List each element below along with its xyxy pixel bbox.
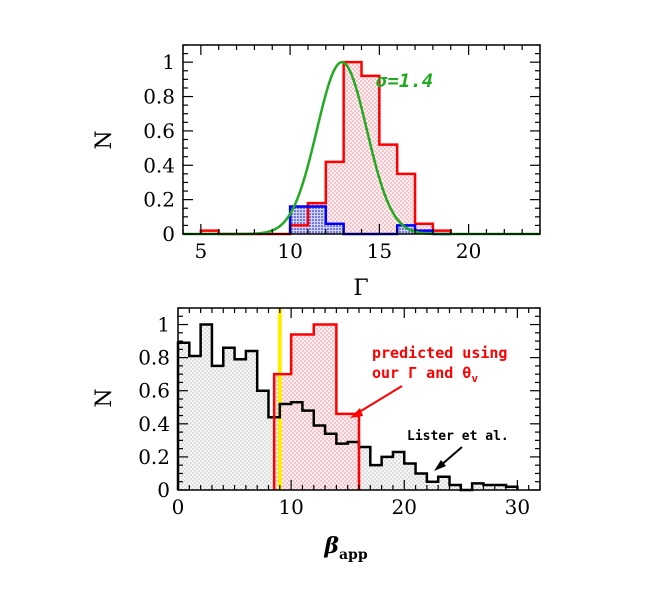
top-y-tick-label: 0.6 bbox=[143, 119, 175, 143]
bot-y-tick-label: 0.6 bbox=[138, 379, 170, 403]
predicted-arrow bbox=[350, 385, 403, 418]
bot-series0-bar bbox=[223, 347, 235, 490]
bot-series0-bar bbox=[483, 485, 495, 490]
bot-x-tick-label: 30 bbox=[505, 495, 530, 519]
top-y-tick-label: 0 bbox=[162, 222, 175, 246]
bot-series0-bar bbox=[449, 485, 461, 490]
bot-series0-bar bbox=[404, 463, 416, 490]
bottom-plot-frame bbox=[177, 307, 541, 491]
top-series0-bar bbox=[325, 161, 344, 234]
top-series0-bar bbox=[397, 173, 416, 234]
bot-x-tick-label: 10 bbox=[278, 495, 303, 519]
bot-series0-bar bbox=[257, 390, 269, 490]
lister-annotation: Lister et al. bbox=[407, 429, 509, 444]
top-series0-bar bbox=[432, 230, 451, 234]
lister-arrow bbox=[434, 446, 463, 471]
top-y-tick-label: 1 bbox=[162, 50, 175, 74]
predicted-annotation-line1: predicted using bbox=[372, 344, 507, 362]
top-series1-bar bbox=[290, 206, 308, 234]
top-x-tick-label: 15 bbox=[367, 239, 392, 263]
top-x-axis-label: Γ bbox=[353, 276, 368, 301]
bot-series0-bar bbox=[245, 351, 258, 490]
predicted-annotation-line2-text: our Γ and θ bbox=[372, 364, 471, 382]
bot-series1-step bbox=[272, 323, 361, 490]
beta-subscript: app bbox=[339, 547, 368, 563]
bot-series0-bar bbox=[392, 451, 405, 490]
bot-series0-bar bbox=[494, 485, 507, 490]
beta-symbol: β bbox=[323, 533, 339, 559]
bot-series0-bar bbox=[472, 483, 484, 490]
top-series0-bar bbox=[361, 75, 380, 234]
bot-series1-bar bbox=[291, 334, 314, 490]
predicted-annotation-line2: our Γ and θv bbox=[372, 364, 478, 385]
top-y-axis-label: N bbox=[92, 130, 117, 149]
top-x-tick-label: 20 bbox=[456, 239, 481, 263]
bot-series0-bar bbox=[381, 456, 393, 490]
bot-x-tick-label: 20 bbox=[392, 495, 417, 519]
bot-y-tick-label: 0.8 bbox=[138, 346, 170, 370]
bottom-panel: 0 10 20 30 0 0.2 0.4 0.6 0.8 1 βapp N predicted … bbox=[92, 307, 541, 563]
top-y-tick-label: 0.2 bbox=[143, 188, 175, 212]
top-plot-frame bbox=[182, 44, 541, 235]
bot-series0-bar bbox=[438, 476, 450, 490]
top-series0-bar bbox=[200, 230, 219, 234]
bot-series0-bar bbox=[234, 359, 246, 490]
bot-series0-bar bbox=[370, 465, 382, 490]
bot-y-tick-label: 0 bbox=[157, 478, 170, 502]
bottom-y-axis-label: N bbox=[92, 388, 117, 407]
bot-y-tick-label: 0.4 bbox=[138, 412, 170, 436]
sigma-annotation: σ=1.4 bbox=[375, 70, 433, 92]
top-x-tick-label: 10 bbox=[277, 239, 302, 263]
bot-series0-bar bbox=[178, 342, 190, 490]
bot-series0-bar bbox=[415, 473, 427, 490]
top-x-tick-label: 5 bbox=[194, 239, 207, 263]
bot-y-tick-label: 1 bbox=[157, 313, 170, 337]
theta-subscript: v bbox=[471, 372, 478, 385]
top-series1-bar bbox=[307, 206, 326, 234]
bot-x-tick-label: 0 bbox=[172, 495, 185, 519]
bot-series0-bar bbox=[200, 324, 212, 490]
top-y-tick-label: 0.4 bbox=[143, 153, 175, 177]
bot-series0-bar bbox=[426, 481, 439, 490]
bot-series0-bar bbox=[359, 446, 371, 490]
top-series1-bar bbox=[325, 223, 344, 234]
bottom-x-axis-label: βapp bbox=[323, 533, 367, 563]
bot-series1-bar bbox=[274, 374, 292, 490]
top-panel: 5 10 15 20 0 0.2 0.4 0.6 0.8 1 Γ N σ=1.4 bbox=[92, 44, 541, 301]
bot-y-tick-label: 0.2 bbox=[138, 445, 170, 469]
top-y-tick-label: 0.8 bbox=[143, 85, 175, 109]
bot-series1-bar bbox=[336, 413, 359, 490]
bot-series0-bar bbox=[211, 365, 224, 490]
top-series1-bar bbox=[397, 225, 416, 234]
bot-series0-bar bbox=[189, 355, 201, 490]
top-series0-bar bbox=[415, 223, 433, 234]
bot-series0-bar bbox=[506, 486, 518, 490]
bot-series1-bar bbox=[313, 324, 337, 490]
top-series0-bar bbox=[343, 62, 362, 234]
